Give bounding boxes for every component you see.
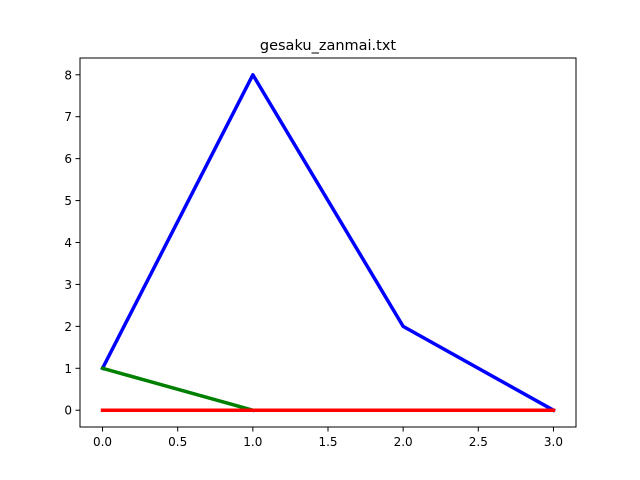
- series-layer: [100, 73, 556, 413]
- x-axis: 0.0 0.5 1.0 1.5 2.0 2.5 3.0: [93, 427, 563, 449]
- x-tick-label: 0.0: [93, 435, 112, 449]
- x-tick-label: 0.5: [168, 435, 187, 449]
- y-tick-label: 8: [64, 68, 72, 82]
- y-tick-label: 5: [64, 194, 72, 208]
- series-line-0: [100, 73, 556, 413]
- y-tick-label: 6: [64, 152, 72, 166]
- y-tick-label: 7: [64, 110, 72, 124]
- y-axis: 0 1 2 3 4 5 6 7 8: [64, 68, 80, 418]
- y-tick-label: 1: [64, 362, 72, 376]
- x-tick-label: 2.0: [394, 435, 413, 449]
- y-tick-label: 3: [64, 278, 72, 292]
- x-tick-label: 3.0: [544, 435, 563, 449]
- series-line-1: [100, 366, 256, 413]
- x-tick-label: 2.5: [469, 435, 488, 449]
- chart-title: gesaku_zanmai.txt: [260, 38, 397, 54]
- x-tick-label: 1.5: [318, 435, 337, 449]
- y-tick-label: 4: [64, 236, 72, 250]
- x-tick-label: 1.0: [243, 435, 262, 449]
- y-tick-label: 2: [64, 320, 72, 334]
- y-tick-label: 0: [64, 404, 72, 418]
